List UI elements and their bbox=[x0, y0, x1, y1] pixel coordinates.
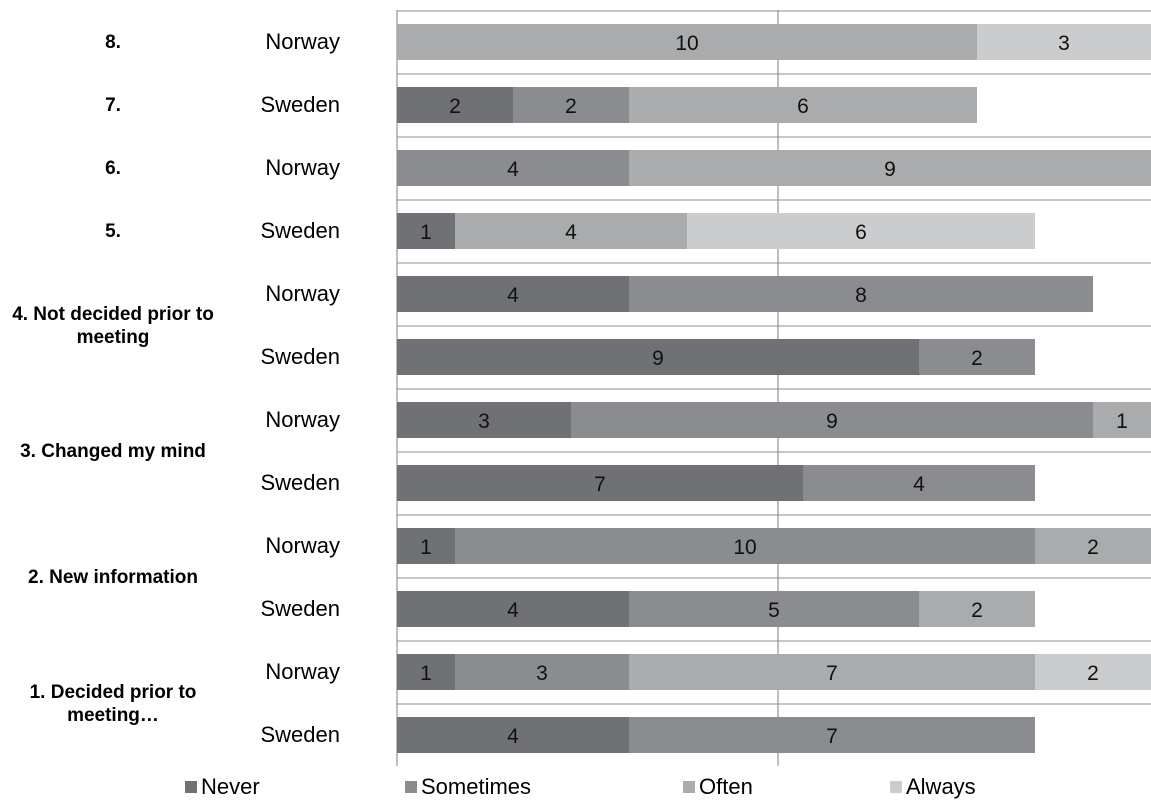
bar-segment-never bbox=[397, 402, 571, 438]
legend-swatch bbox=[683, 781, 695, 793]
bar-segment-often bbox=[1093, 402, 1151, 438]
group-label: 2. New information bbox=[28, 567, 198, 588]
bar-segment-sometimes bbox=[629, 717, 1035, 753]
category-label: Sweden bbox=[260, 596, 340, 621]
legend-item-always: Always bbox=[890, 774, 976, 800]
bar-value-label: 7 bbox=[826, 662, 838, 685]
category-label: Norway bbox=[265, 29, 340, 54]
bar-segment-always bbox=[687, 213, 1035, 249]
bar-segment-sometimes bbox=[919, 339, 1035, 375]
bar-value-label: 1 bbox=[420, 536, 432, 559]
legend-label: Never bbox=[201, 774, 260, 799]
bar-value-label: 5 bbox=[768, 599, 780, 622]
bar-segment-never bbox=[397, 717, 629, 753]
bar-segment-sometimes bbox=[571, 402, 1093, 438]
bar-segment-often bbox=[919, 591, 1035, 627]
bar-segment-never bbox=[397, 213, 455, 249]
bar-segment-sometimes bbox=[629, 591, 919, 627]
bar-segment-often bbox=[397, 24, 977, 60]
category-label: Sweden bbox=[260, 722, 340, 747]
legend-item-often: Often bbox=[683, 774, 753, 800]
category-label: Norway bbox=[265, 155, 340, 180]
bar-value-label: 4 bbox=[507, 725, 519, 748]
bar-segment-sometimes bbox=[455, 528, 1035, 564]
legend-item-never: Never bbox=[185, 774, 260, 800]
bar-segment-never bbox=[397, 465, 803, 501]
bar-value-label: 4 bbox=[507, 284, 519, 307]
category-label: Sweden bbox=[260, 344, 340, 369]
group-label: 6. bbox=[105, 157, 121, 179]
bar-segment-never bbox=[397, 276, 629, 312]
bar-segment-never bbox=[397, 654, 455, 690]
bar-segment-often bbox=[629, 87, 977, 123]
bar-value-label: 6 bbox=[855, 221, 867, 244]
bar-segment-sometimes bbox=[513, 87, 629, 123]
bar-segment-never bbox=[397, 528, 455, 564]
bar-value-label: 7 bbox=[826, 725, 838, 748]
bar-value-label: 2 bbox=[449, 95, 461, 118]
bar-value-label: 2 bbox=[1087, 536, 1099, 559]
bar-value-label: 4 bbox=[913, 473, 925, 496]
bar-value-label: 3 bbox=[536, 662, 548, 685]
group-label: 5. bbox=[105, 220, 121, 242]
bar-value-label: 10 bbox=[733, 536, 756, 559]
category-label: Norway bbox=[265, 659, 340, 684]
bar-value-label: 10 bbox=[675, 32, 698, 55]
bar-value-label: 2 bbox=[971, 347, 983, 370]
bar-segment-sometimes bbox=[397, 150, 629, 186]
group-label: 1. Decided prior to meeting… bbox=[29, 681, 197, 726]
bar-segment-often bbox=[629, 654, 1035, 690]
group-label: 8. bbox=[105, 31, 121, 53]
group-label: 7. bbox=[105, 94, 121, 116]
legend-label: Always bbox=[906, 774, 976, 799]
bar-value-label: 4 bbox=[507, 158, 519, 181]
bar-value-label: 3 bbox=[478, 410, 490, 433]
bar-segment-often bbox=[629, 150, 1151, 186]
bar-segment-often bbox=[1035, 528, 1151, 564]
bar-value-label: 3 bbox=[1058, 32, 1070, 55]
bar-segment-always bbox=[977, 24, 1151, 60]
legend-swatch bbox=[185, 781, 197, 793]
bar-segment-sometimes bbox=[629, 276, 1093, 312]
bar-segment-never bbox=[397, 591, 629, 627]
bar-segment-often bbox=[455, 213, 687, 249]
chart-plot: 10 32 2 64 91 4 64 89 23 9 17 41 10 24 5 21 3 7 24 7 bbox=[396, 10, 1151, 766]
bar-segment-sometimes bbox=[803, 465, 1035, 501]
category-label: Norway bbox=[265, 281, 340, 306]
bar-value-label: 1 bbox=[420, 662, 432, 685]
bar-value-label: 7 bbox=[594, 473, 606, 496]
category-label: Sweden bbox=[260, 218, 340, 243]
bar-value-label: 2 bbox=[565, 95, 577, 118]
bar-segment-never bbox=[397, 87, 513, 123]
bar-value-label: 2 bbox=[971, 599, 983, 622]
legend-item-sometimes: Sometimes bbox=[405, 774, 531, 800]
category-label: Sweden bbox=[260, 470, 340, 495]
bar-value-label: 8 bbox=[855, 284, 867, 307]
category-label: Sweden bbox=[260, 92, 340, 117]
bar-value-label: 1 bbox=[1116, 410, 1128, 433]
bar-segment-always bbox=[1035, 654, 1151, 690]
bar-segment-sometimes bbox=[455, 654, 629, 690]
category-label: Norway bbox=[265, 407, 340, 432]
category-label: Norway bbox=[265, 533, 340, 558]
group-label: 3. Changed my mind bbox=[20, 441, 206, 462]
bar-value-label: 9 bbox=[884, 158, 896, 181]
bar-value-label: 4 bbox=[565, 221, 577, 244]
legend-swatch bbox=[405, 781, 417, 793]
group-label: 4. Not decided prior to meeting bbox=[12, 303, 214, 348]
legend-swatch bbox=[890, 781, 902, 793]
bar-value-label: 1 bbox=[420, 221, 432, 244]
chart-legend: Never Sometimes Often Always bbox=[0, 774, 1151, 804]
bar-value-label: 6 bbox=[797, 95, 809, 118]
bar-value-label: 9 bbox=[652, 347, 664, 370]
legend-label: Sometimes bbox=[421, 774, 532, 799]
bar-value-label: 2 bbox=[1087, 662, 1099, 685]
bar-value-label: 9 bbox=[826, 410, 838, 433]
bar-segment-never bbox=[397, 339, 919, 375]
bar-value-label: 4 bbox=[507, 599, 519, 622]
legend-label: Often bbox=[699, 774, 753, 799]
